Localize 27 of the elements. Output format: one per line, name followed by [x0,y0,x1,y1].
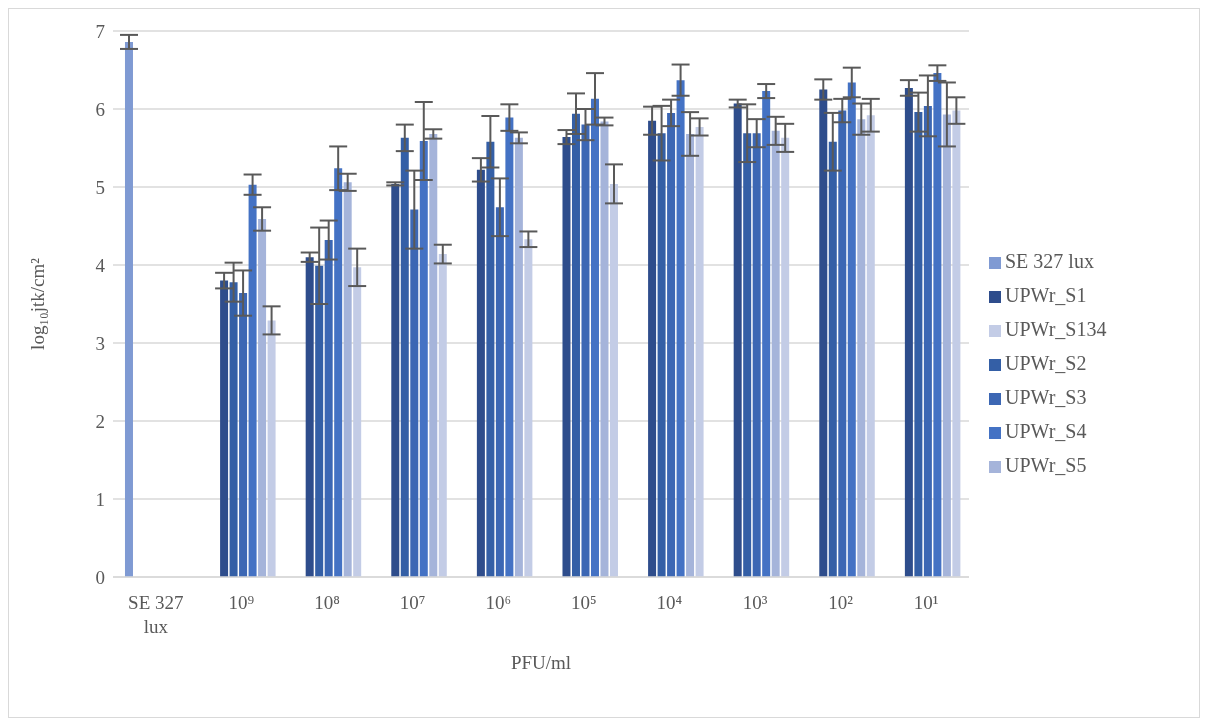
x-tick-label: 10¹ [913,592,939,613]
y-tick-label: 7 [95,20,105,42]
x-tick-label: 10⁶ [485,592,512,613]
x-tick-label: 10⁴ [656,592,683,613]
y-tick-label: 3 [95,332,105,354]
y-tick-label: 6 [95,98,105,120]
x-tick-label: 10⁷ [399,592,426,613]
legend-label: SE 327 lux [1005,250,1094,272]
x-tick-label: 10³ [742,592,768,613]
y-tick-label: 2 [95,410,105,432]
x-tick-label: 10⁵ [570,592,597,613]
legend-label: UPWr_S4 [1005,420,1087,442]
legend-label: UPWr_S3 [1005,386,1087,408]
y-axis-title: log₁₀jtk/cm² [26,257,48,350]
legend-label: UPWr_S134 [1005,318,1107,340]
y-tick-label: 5 [95,176,105,198]
legend-label: UPWr_S1 [1005,284,1087,306]
x-tick-label: SE 327 lux [128,592,184,637]
legend-label: UPWr_S2 [1005,352,1087,374]
y-tick-label: 0 [95,566,105,588]
x-axis-title: PFU/ml [510,652,572,673]
x-tick-label: 10⁹ [228,592,255,613]
y-tick-label: 1 [95,488,105,510]
x-tick-label: 10⁸ [314,592,340,613]
y-tick-label: 4 [95,254,106,276]
x-tick-label: 10² [828,592,854,613]
legend-label: UPWr_S5 [1005,454,1087,476]
